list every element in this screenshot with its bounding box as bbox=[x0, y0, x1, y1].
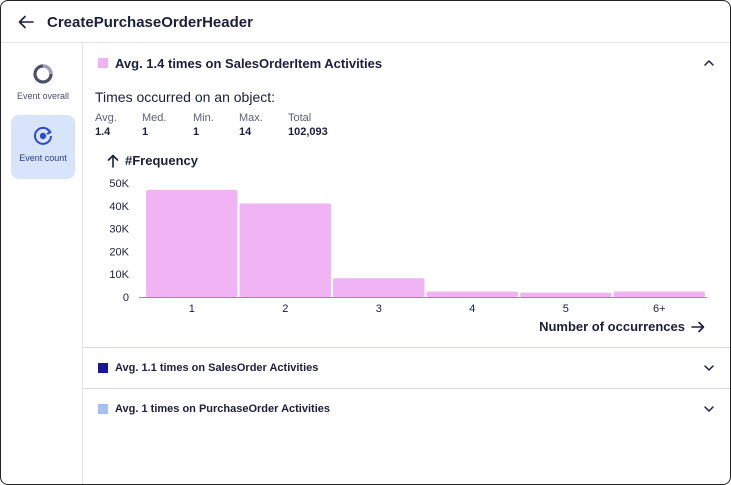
section-title: Avg. 1 times on PurchaseOrder Activities bbox=[115, 403, 330, 415]
section-subtitle: Times occurred on an object: bbox=[95, 89, 276, 105]
bar bbox=[613, 291, 705, 297]
y-tick-label: 30K bbox=[109, 224, 129, 236]
main-panel: Avg. 1.4 times on SalesOrderItem Activit… bbox=[83, 43, 730, 484]
section-title: Avg. 1.1 times on SalesOrder Activities bbox=[115, 362, 319, 374]
chevron-down-icon[interactable] bbox=[703, 403, 715, 415]
y-tick-label: 40K bbox=[109, 201, 129, 213]
back-button[interactable] bbox=[15, 11, 37, 33]
section-title: Avg. 1.4 times on SalesOrderItem Activit… bbox=[115, 56, 383, 71]
bar bbox=[333, 278, 425, 297]
x-tick-label: 4 bbox=[469, 303, 475, 315]
stat-label: Max. bbox=[239, 112, 263, 124]
stat-max: Max. 14 bbox=[239, 112, 263, 138]
x-tick-label: 1 bbox=[189, 303, 195, 315]
stat-label: Avg. bbox=[95, 112, 117, 124]
stat-value: 1 bbox=[193, 126, 200, 138]
stat-value: 1.4 bbox=[95, 126, 111, 138]
sidebar-item-label: Event count bbox=[19, 153, 67, 163]
legend-swatch bbox=[98, 58, 108, 68]
stat-med: Med. 1 bbox=[142, 112, 166, 138]
y-tick-label: 10K bbox=[109, 269, 129, 281]
stat-total: Total 102,093 bbox=[288, 112, 328, 138]
section-header-salesorderitem[interactable]: Avg. 1.4 times on SalesOrderItem Activit… bbox=[83, 43, 730, 83]
legend-swatch bbox=[98, 363, 108, 373]
sidebar: Event overall Event count bbox=[1, 43, 83, 484]
y-tick-label: 0 bbox=[123, 292, 129, 304]
bar bbox=[239, 203, 331, 297]
x-axis-label: Number of occurrences bbox=[539, 319, 685, 334]
stat-label: Min. bbox=[193, 112, 214, 124]
section-divider bbox=[83, 388, 730, 389]
section-header-purchaseorder[interactable]: Avg. 1 times on PurchaseOrder Activities bbox=[83, 389, 730, 429]
section-header-salesorder[interactable]: Avg. 1.1 times on SalesOrder Activities bbox=[83, 348, 730, 388]
sidebar-item-event-overall[interactable]: Event overall bbox=[11, 53, 75, 117]
y-tick-label: 20K bbox=[109, 246, 129, 258]
legend-swatch bbox=[98, 404, 108, 414]
chevron-up-icon[interactable] bbox=[703, 57, 715, 69]
x-axis-title: Number of occurrences bbox=[539, 319, 705, 334]
stat-value: 102,093 bbox=[288, 126, 328, 138]
arrow-left-icon bbox=[18, 15, 34, 29]
y-axis-label: #Frequency bbox=[125, 153, 198, 168]
bar bbox=[146, 189, 238, 297]
stat-min: Min. 1 bbox=[193, 112, 214, 138]
sidebar-item-label: Event overall bbox=[16, 91, 70, 101]
header: CreatePurchaseOrderHeader bbox=[1, 1, 730, 43]
stat-avg: Avg. 1.4 bbox=[95, 112, 117, 138]
stat-label: Med. bbox=[142, 112, 167, 124]
x-tick-label: 6+ bbox=[653, 303, 666, 315]
x-tick-label: 3 bbox=[376, 303, 382, 315]
bar bbox=[520, 292, 612, 297]
x-tick-label: 5 bbox=[563, 303, 569, 315]
x-tick-label: 2 bbox=[282, 303, 288, 315]
donut-chart-icon bbox=[33, 64, 53, 84]
stat-value: 14 bbox=[239, 126, 252, 138]
y-tick-label: 50K bbox=[109, 178, 129, 190]
arrow-up-icon bbox=[107, 154, 119, 168]
bar bbox=[426, 291, 518, 297]
y-axis-title: #Frequency bbox=[107, 153, 198, 168]
frequency-bar-chart: 0 10K 20K 30K 40K 50K 1 2 3 4 5 6+ bbox=[109, 178, 707, 315]
stat-value: 1 bbox=[142, 126, 149, 138]
arrow-right-icon bbox=[691, 321, 705, 332]
section-divider bbox=[83, 347, 730, 348]
chevron-down-icon[interactable] bbox=[703, 362, 715, 374]
refresh-target-icon bbox=[34, 126, 52, 145]
stat-label: Total bbox=[288, 112, 312, 124]
sidebar-item-event-count[interactable]: Event count bbox=[11, 115, 75, 179]
page-title: CreatePurchaseOrderHeader bbox=[47, 14, 253, 31]
